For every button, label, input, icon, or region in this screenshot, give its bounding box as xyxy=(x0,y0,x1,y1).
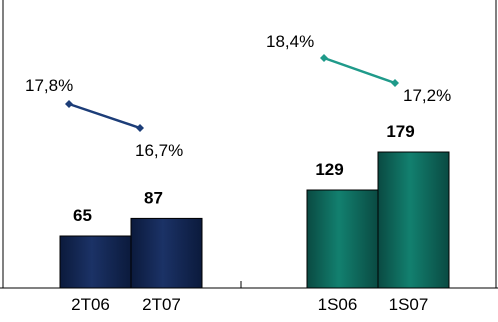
x-tick-label-1s07: 1S07 xyxy=(389,295,429,314)
margin-label-2t06: 17,8% xyxy=(25,76,73,95)
bar-value-label-2t06: 65 xyxy=(73,206,92,225)
x-tick-label-2t06: 2T06 xyxy=(71,295,110,314)
bar-2t07 xyxy=(130,217,203,289)
x-tick-label-2t07: 2T07 xyxy=(142,295,181,314)
margin-label-1s07: 17,2% xyxy=(403,86,451,105)
x-tick-label-1s06: 1S06 xyxy=(318,295,358,314)
margin-point-2t06 xyxy=(65,100,73,108)
margin-label-2t07: 16,7% xyxy=(135,141,183,160)
bar-2t06 xyxy=(59,235,132,289)
bar-value-label-1s07: 179 xyxy=(386,122,414,141)
margin-point-1s07 xyxy=(391,79,399,87)
margin-point-1s06 xyxy=(320,54,328,62)
margin-line-group-2 xyxy=(323,56,396,85)
bar-value-label-1s06: 129 xyxy=(315,160,343,179)
bar-value-label-2t07: 87 xyxy=(144,188,163,207)
margin-point-2t07 xyxy=(136,124,144,132)
margin-line-group-1 xyxy=(68,102,141,130)
bar-1s06 xyxy=(306,189,379,289)
bar-1s07 xyxy=(377,151,450,289)
margin-label-1s06: 18,4% xyxy=(266,32,314,51)
